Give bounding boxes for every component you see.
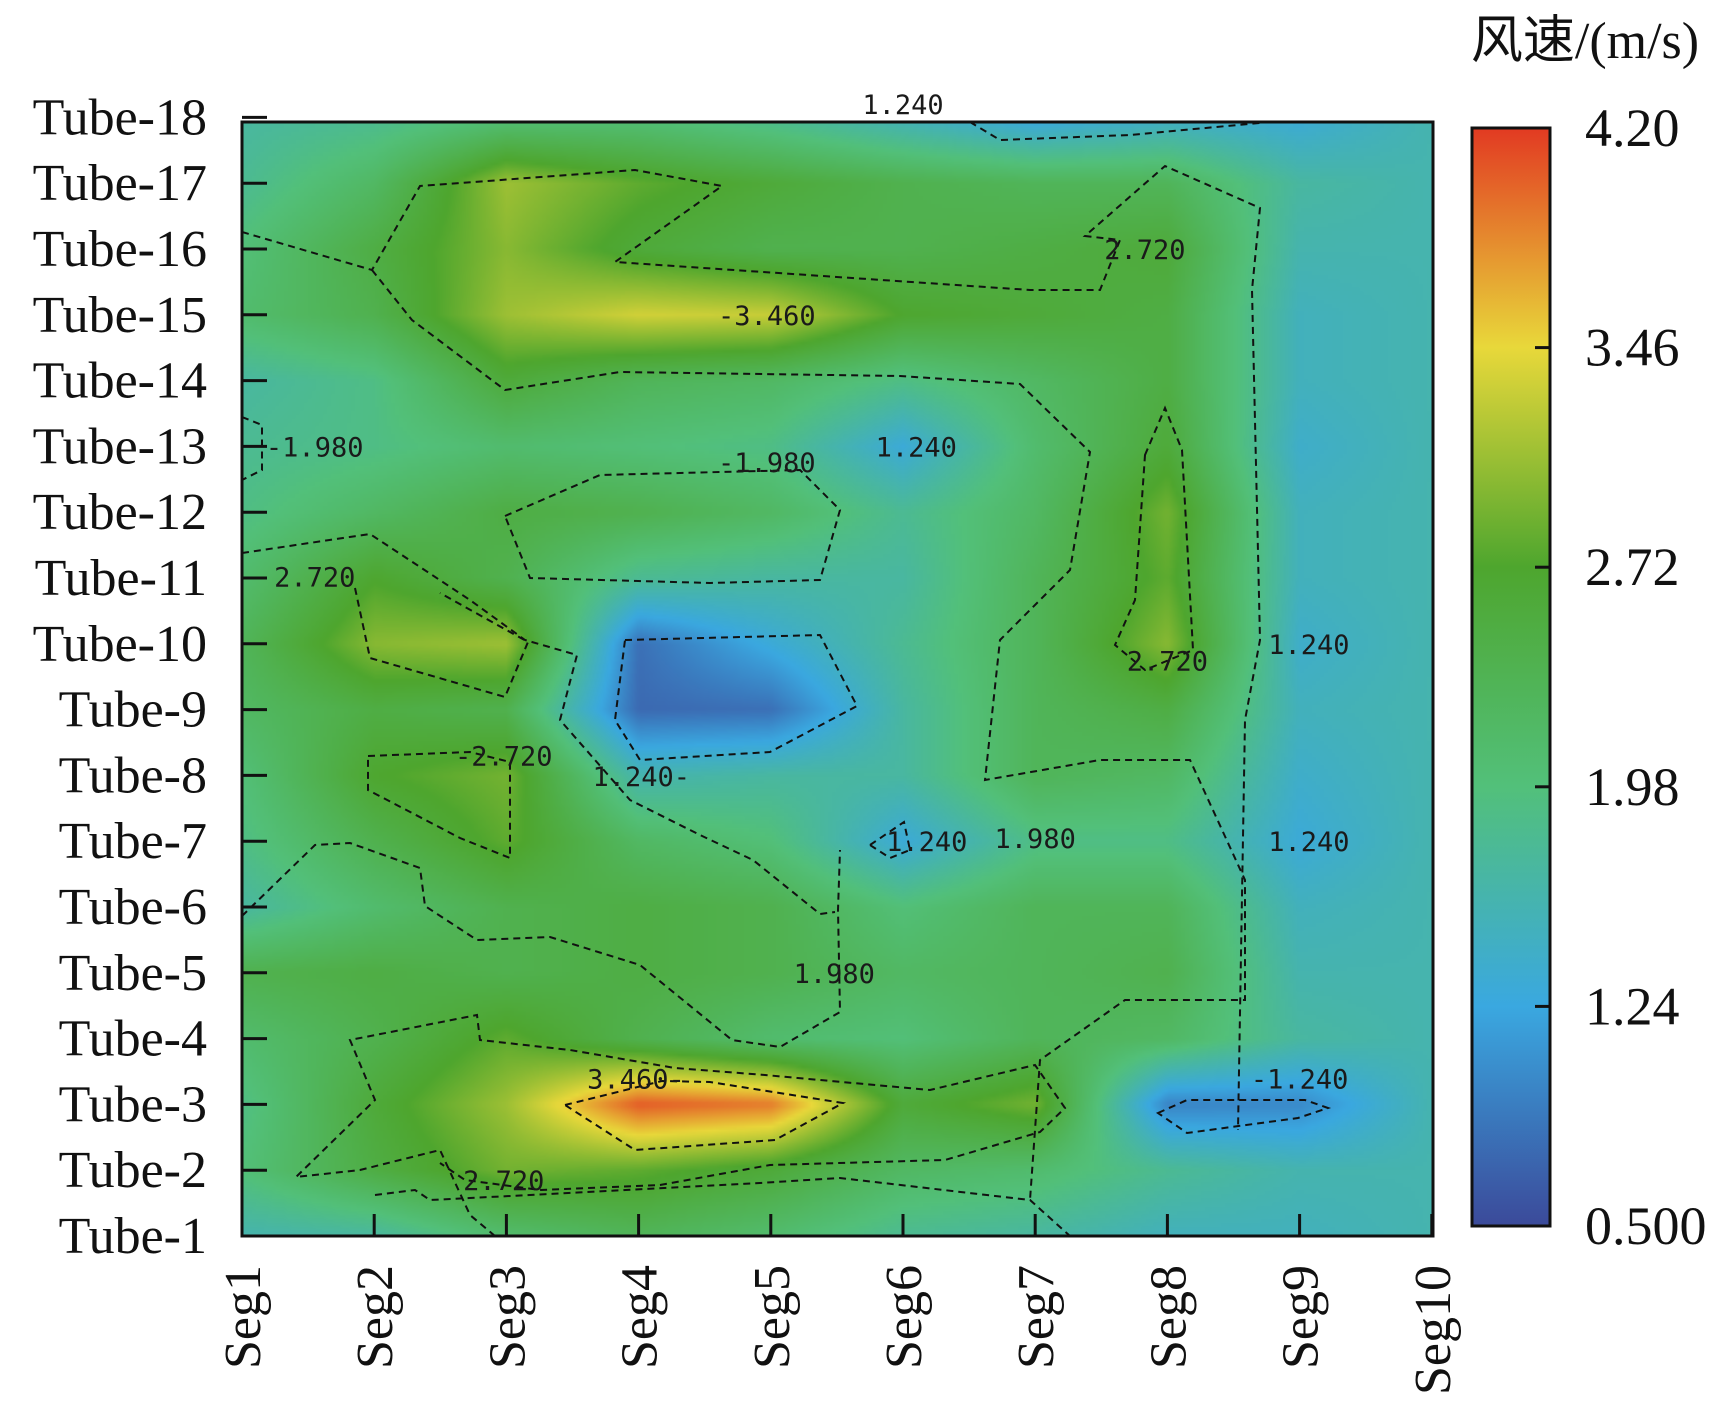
y-axis: Tube-1 Tube-2 Tube-3 Tube-4 Tube-5 Tube-6 Tube… — [33, 89, 267, 1265]
y-tick-label: Tube-1 — [59, 1208, 207, 1265]
contour-label: 3.460- — [587, 1065, 685, 1096]
y-tick-label: Tube-14 — [33, 353, 207, 410]
x-tick-label: Seg3 — [479, 1265, 536, 1369]
colorbar-tick-label: 4.20 — [1585, 98, 1680, 158]
colorbar-ticks: 0.500 1.24 1.98 2.72 3.46 4.20 — [1535, 98, 1707, 1256]
contour-label: 1.240 — [886, 827, 967, 858]
y-tick-label: Tube-10 — [33, 616, 207, 673]
colorbar-tick-label: 1.98 — [1585, 757, 1680, 817]
x-tick-label: Seg8 — [1140, 1265, 1197, 1369]
y-tick-label: Tube-9 — [59, 682, 207, 739]
contour-label: 1.240 — [1268, 827, 1349, 858]
colorbar — [1470, 126, 1552, 1228]
contour-label: -2.720 — [455, 742, 553, 773]
contour-lines — [242, 122, 1332, 1236]
y-tick-label: Tube-3 — [59, 1076, 207, 1133]
y-tick-label: Tube-2 — [59, 1142, 207, 1199]
y-tick-label: Tube-11 — [35, 550, 207, 607]
y-tick-label: Tube-13 — [33, 418, 207, 475]
y-tick-label: Tube-12 — [33, 484, 207, 541]
x-tick-label: Seg1 — [215, 1265, 272, 1369]
contour-label: 2.720 — [274, 563, 355, 594]
contour-label: 1.980 — [794, 959, 875, 990]
y-tick-label: Tube-5 — [59, 945, 207, 1002]
contour-label: -1.980 — [266, 432, 364, 463]
x-tick-label: Seg2 — [347, 1265, 404, 1369]
contour-label: 2.720 — [1104, 235, 1185, 266]
x-tick-label: Seg4 — [612, 1265, 669, 1369]
y-tick-label: Tube-8 — [59, 747, 207, 804]
x-tick-label: Seg5 — [744, 1265, 801, 1369]
x-tick-label: Seg9 — [1273, 1265, 1330, 1369]
y-tick-label: Tube-18 — [33, 89, 207, 146]
x-tick-label: Seg10 — [1405, 1265, 1462, 1395]
colorbar-unit-label: 风速/(m/s) — [1471, 13, 1699, 70]
y-tick-label: Tube-15 — [33, 287, 207, 344]
x-tick-label: Seg6 — [876, 1265, 933, 1369]
x-tick-label: Seg7 — [1008, 1265, 1065, 1369]
contour-label: -3.460 — [718, 301, 816, 332]
plot-frame — [240, 120, 1435, 1238]
y-tick-label: Tube-4 — [59, 1011, 207, 1068]
contour-label: 2.720 — [463, 1166, 544, 1197]
contour-label: -1.240 — [1251, 1065, 1349, 1096]
contour-label: 1.240- — [592, 762, 690, 793]
y-tick-label: Tube-7 — [59, 813, 207, 870]
contour-label: -1.980 — [718, 448, 816, 479]
colorbar-tick-label: 0.500 — [1585, 1196, 1707, 1256]
colorbar-tick-label: 2.72 — [1585, 537, 1680, 597]
x-axis: Seg1 Seg2 Seg3 Seg4 Seg5 Seg6 Seg7 Seg8 Seg9 Seg1… — [215, 1214, 1462, 1395]
y-tick-label: Tube-6 — [59, 879, 207, 936]
colorbar-tick-label: 3.46 — [1585, 318, 1680, 378]
contour-label: 1.240 — [876, 432, 957, 463]
y-tick-label: Tube-17 — [33, 155, 207, 212]
contour-label: 2.720 — [1127, 646, 1208, 677]
y-tick-label: Tube-16 — [33, 221, 207, 278]
contour-label: 1.240 — [1268, 630, 1349, 661]
contour-label: 1.240 — [862, 90, 943, 121]
colorbar-tick-label: 1.24 — [1585, 976, 1680, 1036]
contour-label: 1.980 — [995, 824, 1076, 855]
